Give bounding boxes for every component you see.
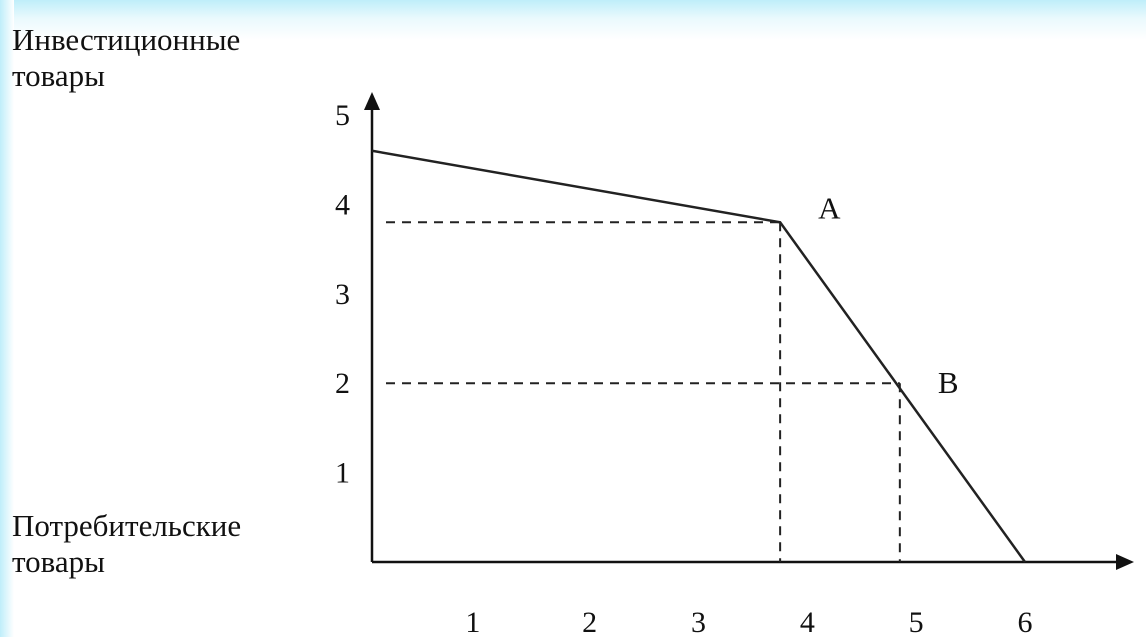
y-tick-label-2: 2 bbox=[335, 367, 350, 400]
y-axis-arrow bbox=[364, 92, 380, 110]
x-tick-label-6: 6 bbox=[1018, 606, 1033, 637]
y-axis-label: Инвестиционные товары bbox=[12, 22, 240, 93]
x-axis-label-line-2: товары bbox=[12, 543, 105, 579]
point-label-B: B bbox=[938, 365, 959, 400]
point-label-A: A bbox=[818, 190, 841, 225]
background-edge bbox=[0, 0, 14, 637]
x-axis-arrow bbox=[1116, 554, 1134, 570]
y-tick-label-3: 3 bbox=[335, 278, 350, 311]
x-tick-label-4: 4 bbox=[800, 606, 815, 637]
x-tick-label-3: 3 bbox=[691, 606, 706, 637]
x-tick-label-1: 1 bbox=[465, 606, 480, 637]
x-tick-label-2: 2 bbox=[582, 606, 597, 637]
y-tick-label-1: 1 bbox=[335, 457, 350, 490]
x-axis-label: Потребительские товары bbox=[12, 508, 241, 579]
y-axis-label-line-2: товары bbox=[12, 57, 105, 93]
y-tick-label-4: 4 bbox=[335, 188, 350, 221]
ppf-line-0 bbox=[371, 149, 1027, 563]
x-axis-label-line-1: Потребительские bbox=[12, 508, 242, 543]
x-tick-label-5: 5 bbox=[909, 606, 924, 637]
y-tick-label-5: 5 bbox=[335, 99, 350, 132]
y-axis-label-line-1: Инвестиционные bbox=[12, 22, 241, 57]
